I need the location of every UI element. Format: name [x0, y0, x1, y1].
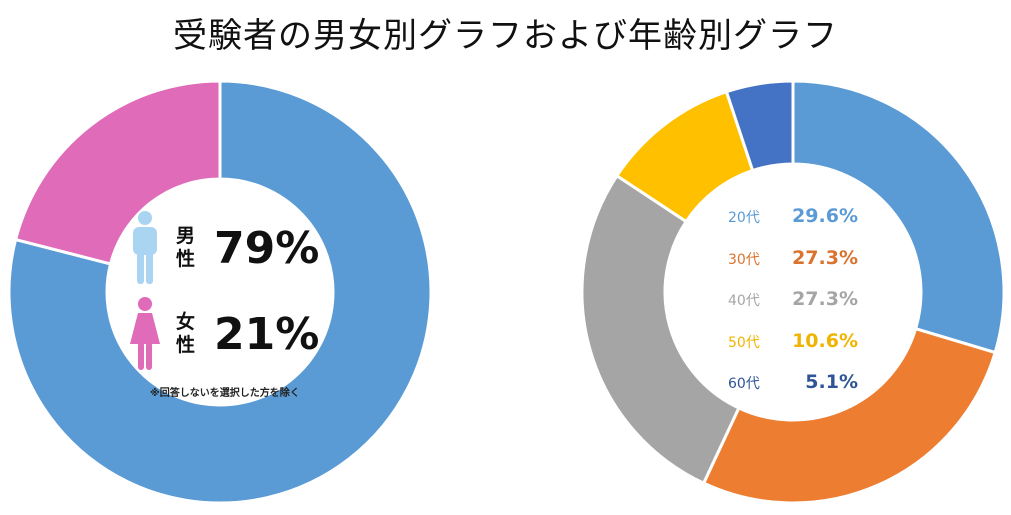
- footnote: ※回答しないを選択した方を除く: [150, 388, 300, 399]
- chart-title: 受験者の男女別グラフおよび年齢別グラフ: [173, 16, 838, 56]
- age-slice-1: [701, 326, 998, 505]
- age-legend-label: 40代: [728, 293, 760, 309]
- female-row: 女 性 21%: [128, 296, 319, 372]
- male-label: 男 性: [176, 225, 196, 270]
- age-legend-label: 20代: [728, 210, 760, 226]
- age-legend-value: 10.6%: [792, 330, 858, 352]
- age-legend-60s: 60代 5.1%: [728, 371, 858, 393]
- age-legend-30s: 30代 27.3%: [728, 247, 858, 269]
- age-legend-50s: 50代 10.6%: [728, 330, 858, 352]
- age-legend-value: 5.1%: [805, 371, 858, 393]
- age-donut-chart: [580, 79, 1006, 505]
- female-label: 女 性: [176, 311, 196, 356]
- age-legend-40s: 40代 27.3%: [728, 288, 858, 310]
- age-legend-label: 60代: [728, 376, 760, 392]
- age-slice-4: [724, 79, 795, 173]
- male-person-icon: [133, 211, 157, 284]
- female-percentage: 21%: [214, 308, 320, 360]
- gender-donut-chart: [7, 79, 433, 505]
- gender-slice-0: [7, 79, 433, 505]
- age-legend-value: 27.3%: [792, 247, 858, 269]
- age-legend-20s: 20代 29.6%: [728, 205, 858, 227]
- male-row: 男 性 79%: [128, 210, 319, 286]
- age-slice-0: [791, 79, 1006, 355]
- age-legend-value: 27.3%: [792, 288, 858, 310]
- age-slice-2: [580, 173, 741, 486]
- female-person-icon: [130, 297, 160, 370]
- age-legend-label: 30代: [728, 252, 760, 268]
- gender-slice-1: [13, 79, 222, 266]
- male-percentage: 79%: [214, 222, 320, 274]
- age-legend-label: 50代: [728, 335, 760, 351]
- age-legend-value: 29.6%: [792, 205, 858, 227]
